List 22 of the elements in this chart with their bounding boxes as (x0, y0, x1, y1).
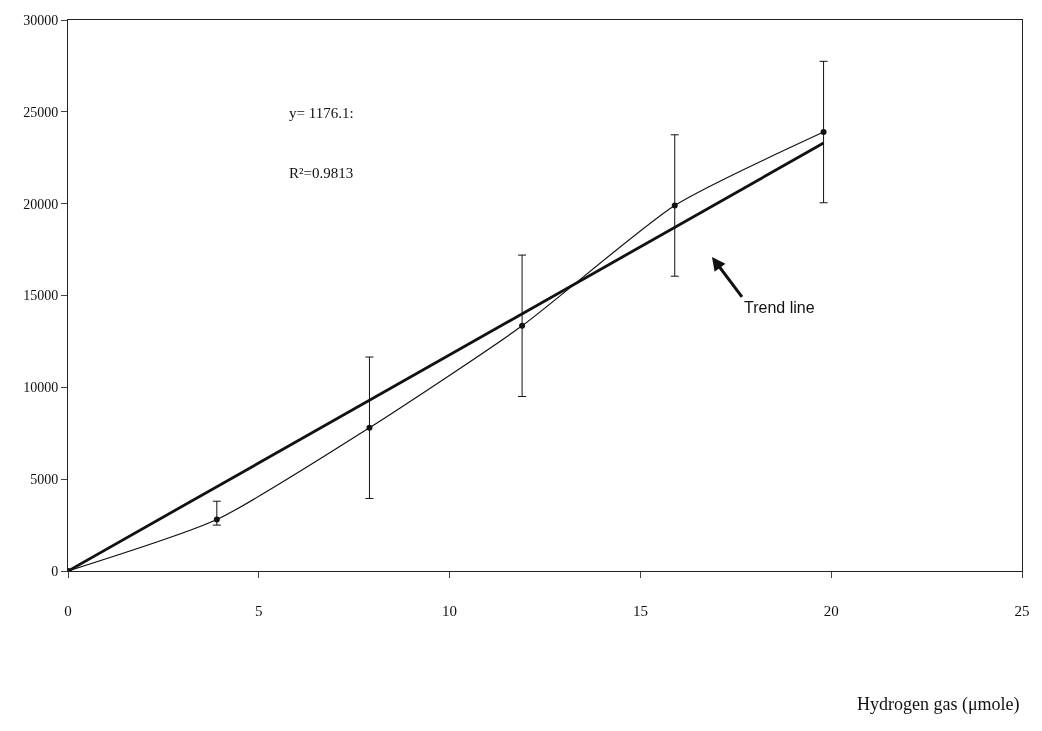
x-tick-label: 15 (632, 603, 648, 619)
x-tick-label: 5 (255, 603, 263, 619)
y-tick-label: 10000 (23, 380, 59, 396)
point (671, 202, 678, 209)
x-tick-label: 25 (1014, 603, 1030, 619)
annotation: y= 1176.1: (289, 105, 354, 121)
x-tick-label: 10 (442, 603, 458, 619)
y-tick-label: 30000 (23, 12, 59, 28)
annotation: R²=0.9813 (289, 165, 354, 181)
point (213, 516, 220, 523)
y-tick-label: 5000 (30, 472, 59, 488)
x-tick-label: 20 (823, 603, 839, 619)
y-tick-label: 25000 (23, 104, 59, 120)
x-tick-label: 0 (64, 603, 72, 619)
x-axis-title: Hydrogen gas (μmole) (857, 694, 1020, 715)
y-tick-label: 0 (51, 563, 59, 579)
y-tick-label: 20000 (23, 196, 59, 212)
point (366, 424, 373, 431)
point (820, 129, 827, 136)
annotation: Trend line (744, 299, 815, 316)
point (519, 322, 526, 329)
y-tick-label: 15000 (23, 288, 59, 304)
